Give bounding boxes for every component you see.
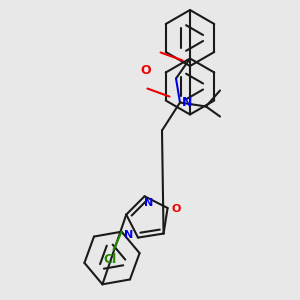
Text: N: N [182, 96, 192, 109]
Text: N: N [124, 230, 134, 240]
Text: Cl: Cl [103, 253, 116, 266]
Text: O: O [141, 64, 151, 77]
Text: N: N [144, 198, 153, 208]
Text: O: O [172, 204, 181, 214]
